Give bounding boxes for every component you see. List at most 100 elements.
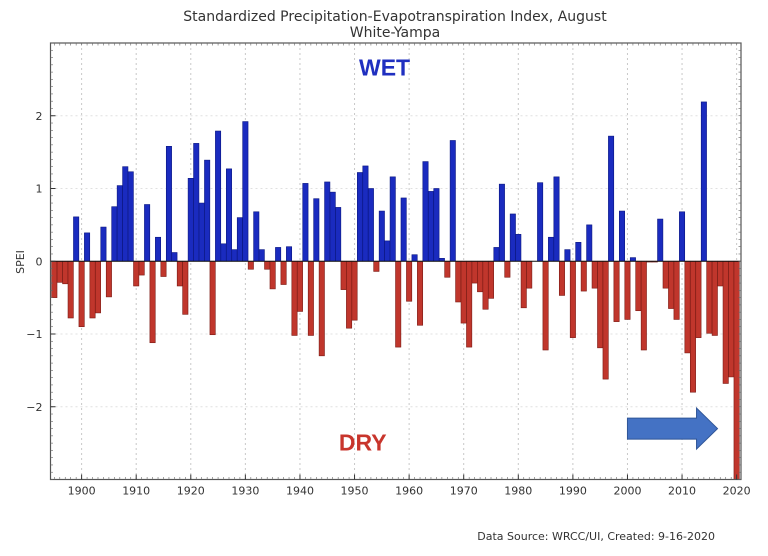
bar-1918 (176, 260, 183, 287)
bar-1972 (471, 260, 478, 284)
x-tick-label: 1940 (286, 485, 314, 498)
bar-1956 (384, 240, 391, 262)
bar-2008 (668, 260, 675, 309)
bar-1899 (73, 216, 80, 262)
y-tick-label: −1 (26, 328, 42, 341)
bar-1939 (291, 260, 298, 336)
bar-1997 (608, 135, 615, 262)
bar-1960 (406, 260, 413, 302)
bar-1936 (275, 247, 282, 262)
bar-1970 (460, 260, 467, 324)
bar-1975 (488, 260, 494, 299)
bar-1916 (165, 146, 172, 262)
bar-1907 (116, 185, 123, 262)
y-tick-label: 0 (36, 255, 43, 268)
bar-1935 (269, 260, 276, 290)
chart-title: Standardized Precipitation-Evapotranspir… (183, 9, 607, 25)
bar-1919 (182, 260, 189, 315)
bar-1937 (280, 260, 287, 285)
bar-1953 (367, 188, 374, 262)
bar-1957 (389, 176, 396, 262)
bar-1976 (493, 247, 500, 262)
bar-2016 (711, 260, 718, 336)
bar-1898 (67, 260, 74, 319)
bar-2002 (635, 260, 642, 312)
bar-1928 (231, 249, 238, 262)
bar-1962 (417, 260, 424, 326)
bar-1998 (613, 260, 620, 322)
bar-1933 (258, 249, 265, 262)
bar-1911 (138, 260, 145, 276)
grid (50, 43, 741, 480)
x-tick-label: 1900 (68, 485, 96, 498)
bar-1927 (226, 168, 232, 262)
bar-1986 (548, 236, 555, 262)
bar-1963 (422, 161, 429, 262)
bar-1974 (482, 260, 489, 310)
bar-1967 (444, 260, 451, 278)
bar-2011 (684, 260, 691, 354)
bar-1897 (62, 260, 69, 285)
bar-2014 (700, 101, 707, 262)
bar-1989 (564, 249, 571, 262)
bar-1996 (602, 260, 609, 380)
bar-1944 (318, 260, 325, 357)
bar-1985 (542, 260, 549, 351)
bar-1910 (133, 260, 140, 287)
x-axis-ticks: 1900 1910 1920 1930 1940 1950 1960 1970 1980 1990… (68, 474, 751, 498)
bar-1942 (307, 260, 314, 336)
bar-1968 (449, 140, 456, 262)
bar-1954 (373, 260, 380, 272)
bar-1931 (247, 260, 254, 270)
y-tick-label: 1 (36, 183, 43, 196)
bar-1952 (362, 165, 369, 262)
bar-1909 (127, 171, 134, 262)
chart-subtitle: White-Yampa (350, 25, 440, 41)
bar-1964 (427, 191, 434, 262)
bar-1965 (433, 188, 440, 262)
y-axis-label: SPEI (14, 250, 27, 274)
bar-2015 (706, 260, 713, 334)
bar-2000 (624, 260, 631, 320)
bar-1984 (537, 182, 544, 262)
bar-2013 (695, 260, 702, 338)
bar-1992 (580, 260, 587, 292)
bar-1895 (51, 260, 58, 298)
bar-1995 (597, 260, 604, 349)
bar-2012 (689, 260, 696, 393)
x-tick-label: 1970 (450, 485, 478, 498)
bar-1914 (155, 236, 162, 262)
bar-2007 (662, 260, 669, 289)
bar-1934 (264, 260, 271, 270)
bar-1978 (504, 260, 511, 278)
bar-1904 (100, 226, 107, 262)
bar-1905 (105, 260, 112, 298)
dry-annotation: DRY (339, 429, 387, 455)
bar-1982 (526, 260, 533, 289)
minor-ticks (50, 42, 741, 480)
bar-1950 (351, 260, 358, 321)
bar-1920 (187, 178, 194, 262)
bar-2019 (728, 260, 735, 378)
bar-1945 (324, 181, 331, 262)
x-tick-label: 1910 (122, 485, 150, 498)
bar-1961 (411, 254, 418, 262)
bar-1988 (558, 260, 565, 296)
bar-1949 (346, 260, 353, 329)
bar-1973 (477, 260, 484, 293)
bar-1913 (149, 260, 156, 344)
bar-1943 (313, 198, 320, 262)
y-tick-label: −2 (26, 401, 42, 414)
bar-1994 (591, 260, 598, 289)
bar-1959 (400, 197, 407, 262)
bar-1971 (466, 260, 473, 348)
bar-1896 (56, 260, 63, 283)
x-tick-label: 2020 (723, 485, 751, 498)
bar-1951 (357, 172, 363, 262)
bar-1903 (95, 260, 101, 314)
bar-1993 (586, 224, 593, 262)
bar-1900 (78, 260, 85, 328)
bar-1901 (84, 232, 91, 262)
bar-2010 (679, 211, 686, 262)
